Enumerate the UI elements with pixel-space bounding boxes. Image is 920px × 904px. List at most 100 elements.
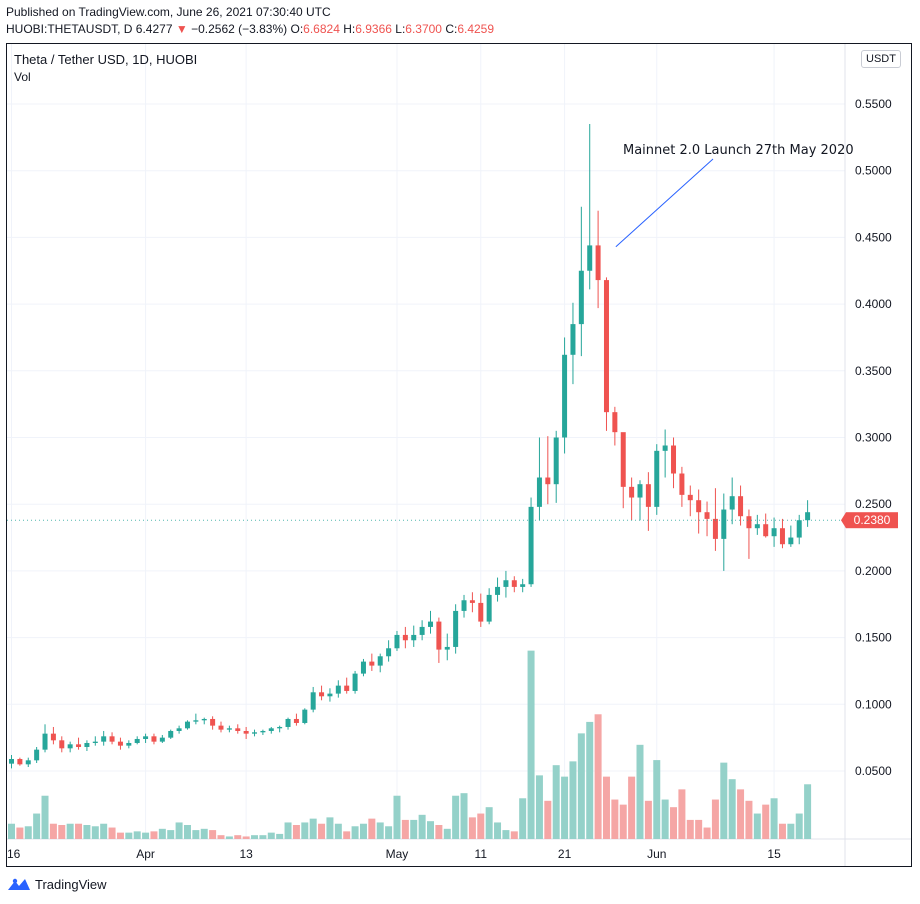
volume-label: Vol bbox=[14, 70, 31, 84]
candle bbox=[645, 472, 651, 531]
x-tick-label: May bbox=[386, 847, 409, 861]
candle bbox=[595, 210, 601, 309]
candle bbox=[461, 594, 467, 618]
candle bbox=[260, 729, 266, 735]
candle-body bbox=[302, 709, 308, 723]
candle bbox=[193, 713, 199, 725]
volume-bar bbox=[75, 823, 83, 839]
volume-bar bbox=[192, 830, 200, 839]
candle-body bbox=[721, 509, 727, 539]
candle-body bbox=[92, 741, 98, 743]
candle-body bbox=[696, 500, 702, 513]
candle-body bbox=[226, 728, 232, 730]
volume-bar bbox=[158, 828, 166, 839]
candle-body bbox=[25, 760, 31, 765]
candle bbox=[84, 740, 90, 751]
candle bbox=[402, 626, 408, 649]
candle-body bbox=[712, 518, 718, 539]
candle bbox=[134, 736, 140, 745]
volume-bar bbox=[435, 825, 443, 839]
volume-bar bbox=[477, 813, 485, 839]
candle bbox=[302, 708, 308, 725]
y-tick-label: 0.1500 bbox=[855, 631, 892, 645]
candle-body bbox=[17, 758, 23, 765]
volume-bar bbox=[418, 814, 426, 839]
candle-body bbox=[319, 692, 325, 697]
volume-bar bbox=[368, 818, 376, 839]
volume-bar bbox=[24, 826, 32, 839]
candle-body bbox=[587, 245, 593, 271]
currency-button[interactable]: USDT bbox=[861, 50, 901, 68]
volume-bar bbox=[552, 765, 560, 839]
volume-bar bbox=[535, 775, 543, 839]
volume-bar bbox=[611, 799, 619, 839]
volume-bar bbox=[686, 819, 694, 839]
candle bbox=[126, 740, 132, 749]
candle-body bbox=[654, 450, 660, 507]
x-tick-label: Apr bbox=[136, 847, 155, 861]
volume-bar bbox=[644, 800, 652, 839]
low-label: L: bbox=[395, 22, 406, 36]
candle bbox=[226, 725, 232, 733]
candle bbox=[235, 724, 241, 734]
candle-body bbox=[629, 486, 635, 498]
volume-bar bbox=[577, 733, 585, 839]
candle bbox=[553, 430, 559, 503]
volume-bar bbox=[393, 795, 401, 839]
candle-body bbox=[453, 610, 459, 647]
candle bbox=[662, 429, 668, 478]
tradingview-brand[interactable]: TradingView bbox=[7, 876, 107, 892]
candle-body bbox=[486, 594, 492, 622]
candle-body bbox=[176, 728, 182, 731]
ohlc-line: HUOBI:THETAUSDT, D 6.4277 ▼ −0.2562 (−3.… bbox=[6, 22, 494, 36]
y-tick-label: 0.1000 bbox=[855, 697, 892, 711]
volume-bar bbox=[100, 823, 108, 839]
volume-bar bbox=[251, 835, 259, 839]
volume-bar bbox=[795, 813, 803, 839]
candle bbox=[746, 509, 752, 559]
candle-body bbox=[184, 721, 190, 729]
x-tick-label: 21 bbox=[558, 847, 572, 861]
x-tick-label: 16 bbox=[7, 847, 21, 861]
candle bbox=[637, 480, 643, 521]
candle bbox=[293, 713, 299, 726]
candle bbox=[201, 717, 207, 725]
candle bbox=[428, 610, 433, 634]
volume-bar bbox=[737, 789, 745, 839]
candle bbox=[721, 493, 727, 571]
candle-body bbox=[109, 736, 115, 742]
candle-body bbox=[352, 673, 358, 691]
candle bbox=[176, 725, 182, 734]
candle bbox=[352, 670, 358, 694]
volume-bar bbox=[468, 817, 476, 839]
x-tick-label: Jun bbox=[647, 847, 666, 861]
candle-body bbox=[67, 744, 73, 749]
volume-bar bbox=[519, 798, 527, 839]
candle-body bbox=[218, 725, 224, 730]
volume-bar bbox=[175, 822, 183, 839]
last-price: 6.4277 bbox=[135, 22, 173, 36]
candle bbox=[520, 578, 526, 593]
candle-body bbox=[805, 512, 811, 521]
volume-bar bbox=[619, 804, 627, 839]
chart-frame bbox=[6, 43, 912, 867]
y-tick-label: 0.4000 bbox=[855, 297, 892, 311]
candle-body bbox=[293, 718, 299, 723]
volume-bar bbox=[359, 823, 367, 839]
volume-bar bbox=[762, 804, 770, 839]
candle-body bbox=[59, 740, 65, 749]
candle bbox=[369, 653, 375, 671]
candle bbox=[796, 514, 802, 545]
volume-bar bbox=[292, 825, 300, 839]
volume-bar bbox=[670, 807, 678, 839]
volume-bar bbox=[343, 831, 351, 839]
candle-body bbox=[201, 718, 207, 721]
volume-bar bbox=[745, 800, 753, 839]
candle bbox=[151, 733, 157, 745]
close-value: 6.4259 bbox=[457, 22, 495, 36]
volume-bar bbox=[301, 822, 309, 839]
candle-body bbox=[360, 661, 366, 674]
candle bbox=[386, 640, 392, 662]
candle-body bbox=[620, 432, 626, 487]
